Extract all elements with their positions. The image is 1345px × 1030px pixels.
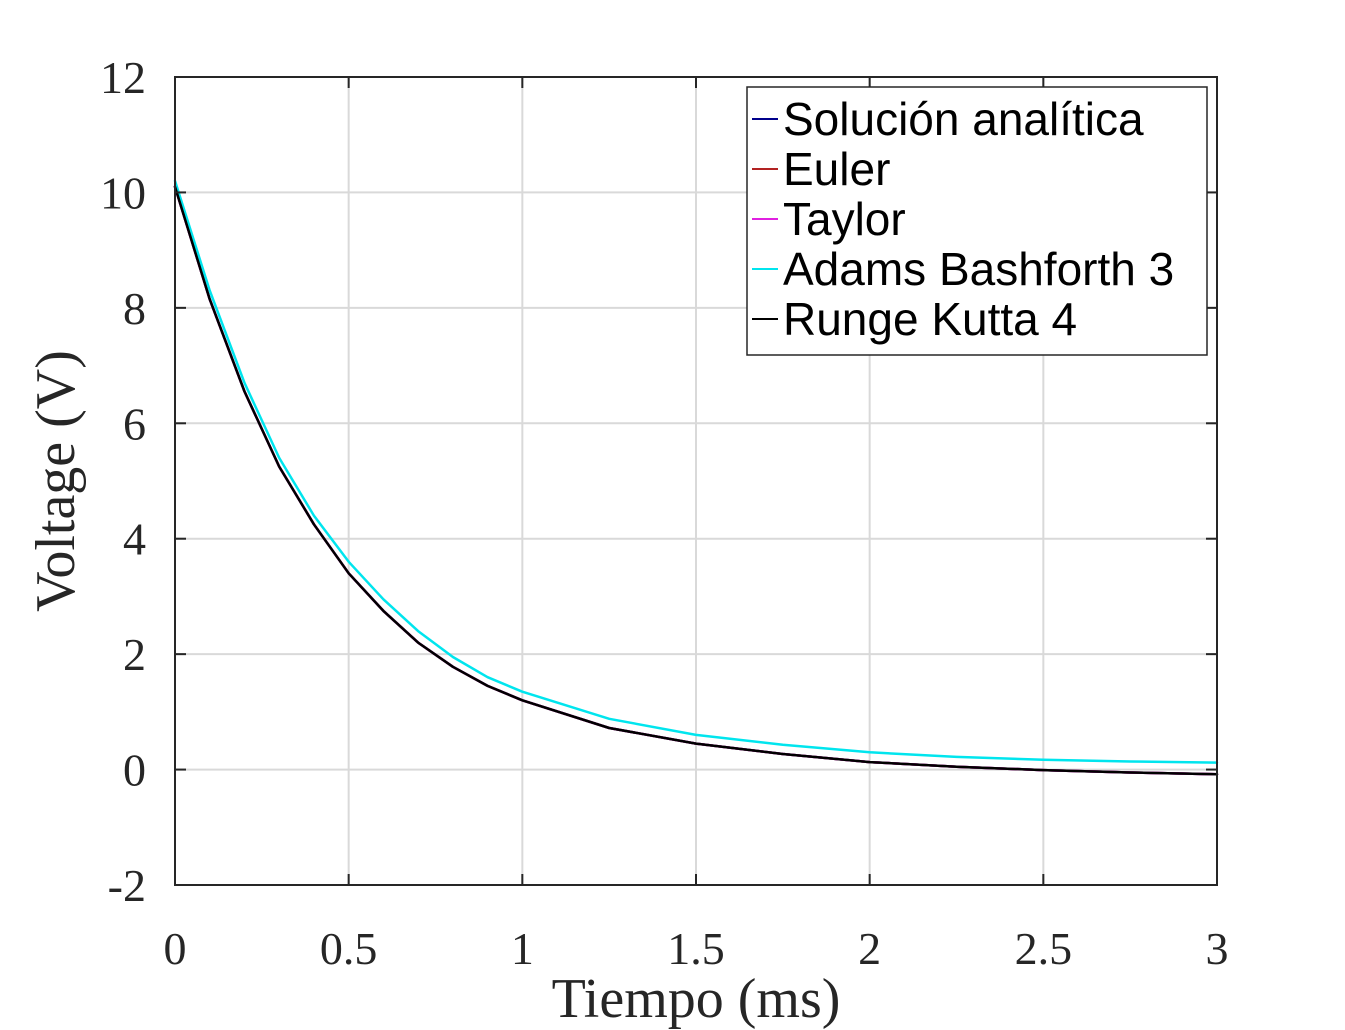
y-tick-label: 0 xyxy=(123,745,146,796)
y-tick-label: 2 xyxy=(123,629,146,680)
x-tick-label: 3 xyxy=(1206,923,1229,974)
x-tick-label: 1 xyxy=(511,923,534,974)
legend-entry: Euler xyxy=(783,143,890,195)
series-layer xyxy=(173,179,1219,776)
legend-entry: Taylor xyxy=(783,193,906,245)
x-tick-label: 2.5 xyxy=(1015,923,1073,974)
y-tick-label: -2 xyxy=(108,860,146,911)
legend-entry: Adams Bashforth 3 xyxy=(783,243,1174,295)
legend-entry: Runge Kutta 4 xyxy=(783,293,1077,345)
y-tick-labels: -2 0 2 4 6 8 10 12 xyxy=(100,52,146,911)
x-axis-title: Tiempo (ms) xyxy=(552,968,841,1030)
x-tick-label: 1.5 xyxy=(667,923,725,974)
y-tick-label: 4 xyxy=(123,514,146,565)
y-tick-label: 12 xyxy=(100,52,146,103)
x-tick-labels: 0 0.5 1 1.5 2 2.5 3 xyxy=(164,923,1229,974)
y-axis-title: Voltage (V) xyxy=(25,350,87,612)
legend-box xyxy=(746,86,1208,356)
tick-marks xyxy=(174,76,1218,886)
legend-entry: Solución analítica xyxy=(783,93,1144,145)
x-tick-label: 0 xyxy=(164,923,187,974)
y-tick-label: 6 xyxy=(123,398,146,449)
series-line-3 xyxy=(173,179,1219,764)
series-line-4 xyxy=(173,185,1219,776)
x-tick-label: 0.5 xyxy=(320,923,378,974)
x-tick-label: 2 xyxy=(858,923,881,974)
y-tick-label: 8 xyxy=(123,283,146,334)
y-tick-label: 10 xyxy=(100,167,146,218)
